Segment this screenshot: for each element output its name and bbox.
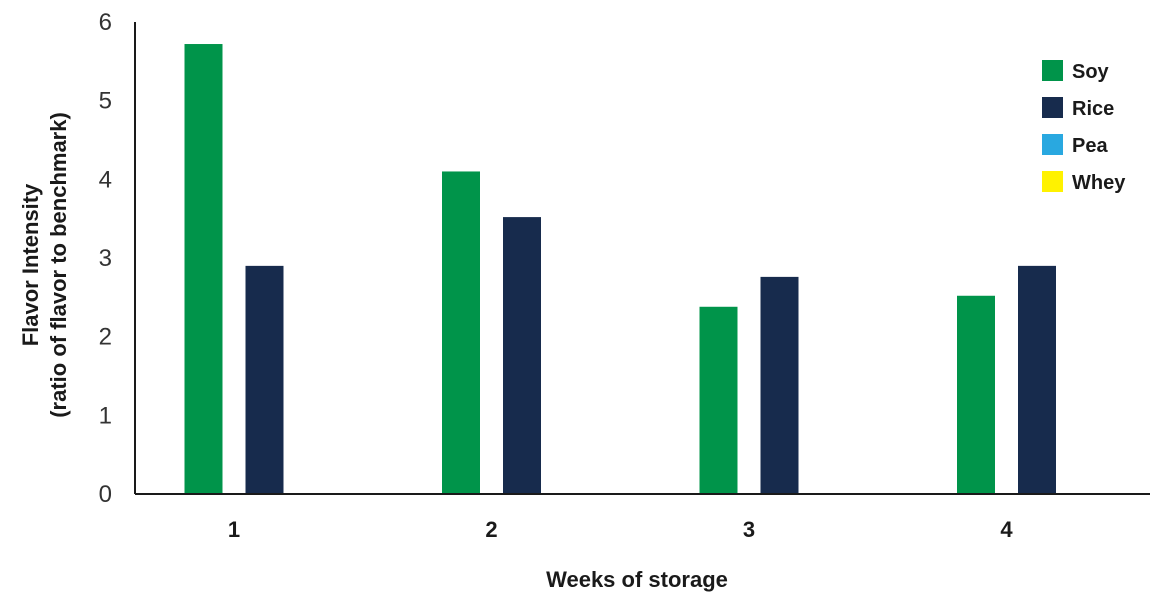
bar-soy-week-3 — [699, 306, 738, 494]
y-tick-label: 1 — [99, 402, 112, 429]
y-tick-label: 3 — [99, 245, 112, 272]
legend-label-whey: Whey — [1072, 172, 1126, 194]
y-axis-title: Flavor Intensity (ratio of flavor to ben… — [18, 112, 71, 418]
y-axis-ticks: 0 1 2 3 4 5 6 — [99, 9, 112, 508]
legend-label-soy: Soy — [1072, 61, 1110, 83]
legend: Soy Rice Pea Whey — [1042, 60, 1126, 194]
legend-swatch-pea — [1042, 134, 1063, 155]
y-tick-label: 4 — [99, 166, 112, 193]
x-tick-label: 3 — [743, 517, 755, 542]
y-axis-title-line-1: Flavor Intensity — [18, 183, 43, 346]
x-axis-tick-labels: 1 2 3 4 — [228, 517, 1014, 542]
legend-label-rice: Rice — [1072, 98, 1114, 120]
y-tick-label: 0 — [99, 481, 112, 508]
x-axis-title: Weeks of storage — [546, 567, 728, 592]
x-tick-label: 1 — [228, 517, 240, 542]
bars — [184, 44, 1056, 495]
legend-swatch-soy — [1042, 60, 1063, 81]
legend-label-pea: Pea — [1072, 135, 1108, 157]
bar-soy-week-1 — [184, 44, 223, 494]
y-axis-title-line-2: (ratio of flavor to benchmark) — [46, 112, 71, 418]
legend-swatch-whey — [1042, 171, 1063, 192]
bar-rice-week-1 — [245, 265, 284, 494]
y-tick-label: 6 — [99, 9, 112, 36]
bar-soy-week-2 — [442, 171, 480, 494]
bar-soy-week-4 — [957, 295, 995, 494]
legend-swatch-rice — [1042, 97, 1063, 118]
x-tick-label: 2 — [485, 517, 497, 542]
y-tick-label: 5 — [99, 88, 112, 115]
x-tick-label: 4 — [1000, 517, 1013, 542]
bar-rice-week-4 — [1018, 265, 1056, 494]
y-tick-label: 2 — [99, 324, 112, 351]
bar-rice-week-3 — [760, 276, 799, 494]
bar-rice-week-2 — [503, 217, 541, 495]
